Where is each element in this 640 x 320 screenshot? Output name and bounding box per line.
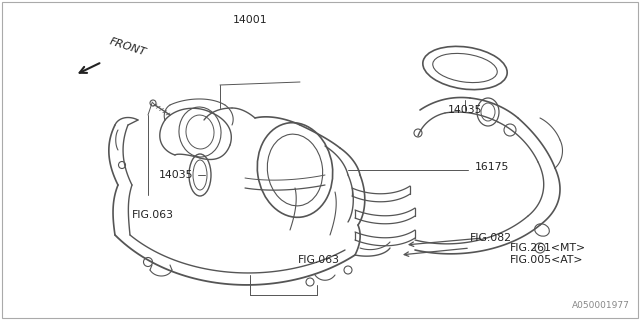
- Text: 14001: 14001: [233, 15, 268, 25]
- Text: FIG.063: FIG.063: [298, 255, 340, 265]
- Text: FIG.063: FIG.063: [132, 210, 174, 220]
- Text: FIG.261<MT>: FIG.261<MT>: [510, 243, 586, 253]
- Text: 16175: 16175: [475, 162, 509, 172]
- Text: FIG.005<AT>: FIG.005<AT>: [510, 255, 584, 265]
- Text: 14035: 14035: [448, 105, 483, 115]
- Text: A050001977: A050001977: [572, 301, 630, 310]
- Text: 14035: 14035: [159, 170, 193, 180]
- Text: FIG.082: FIG.082: [470, 233, 512, 243]
- Text: FRONT: FRONT: [108, 37, 147, 58]
